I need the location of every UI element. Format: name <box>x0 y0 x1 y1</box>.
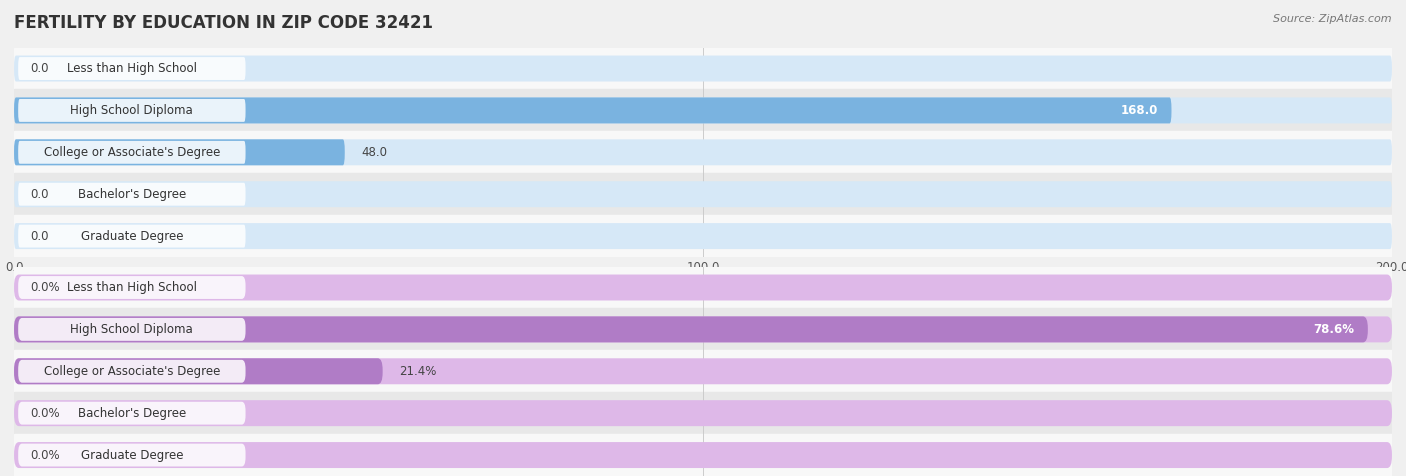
Text: High School Diploma: High School Diploma <box>70 323 193 336</box>
FancyBboxPatch shape <box>14 442 1392 468</box>
Text: Bachelor's Degree: Bachelor's Degree <box>77 407 186 420</box>
FancyBboxPatch shape <box>18 444 246 466</box>
FancyBboxPatch shape <box>14 98 1392 123</box>
FancyBboxPatch shape <box>18 276 246 299</box>
FancyBboxPatch shape <box>18 402 246 425</box>
FancyBboxPatch shape <box>14 275 1392 300</box>
Bar <box>14 89 1392 131</box>
Text: College or Associate's Degree: College or Associate's Degree <box>44 365 221 378</box>
FancyBboxPatch shape <box>14 358 382 384</box>
Bar <box>14 267 1392 308</box>
FancyBboxPatch shape <box>14 181 1392 207</box>
Text: FERTILITY BY EDUCATION IN ZIP CODE 32421: FERTILITY BY EDUCATION IN ZIP CODE 32421 <box>14 14 433 32</box>
Text: Graduate Degree: Graduate Degree <box>80 448 183 462</box>
Text: 48.0: 48.0 <box>361 146 387 159</box>
Text: 0.0%: 0.0% <box>31 407 60 420</box>
FancyBboxPatch shape <box>18 141 246 164</box>
Text: College or Associate's Degree: College or Associate's Degree <box>44 146 221 159</box>
FancyBboxPatch shape <box>18 360 246 383</box>
Bar <box>14 392 1392 434</box>
Bar <box>14 308 1392 350</box>
Text: Source: ZipAtlas.com: Source: ZipAtlas.com <box>1274 14 1392 24</box>
Text: 0.0: 0.0 <box>31 229 49 243</box>
Text: Less than High School: Less than High School <box>67 281 197 294</box>
FancyBboxPatch shape <box>18 183 246 206</box>
FancyBboxPatch shape <box>18 57 246 80</box>
Bar <box>14 434 1392 476</box>
FancyBboxPatch shape <box>14 98 1171 123</box>
Text: 0.0%: 0.0% <box>31 448 60 462</box>
FancyBboxPatch shape <box>14 56 1392 81</box>
FancyBboxPatch shape <box>14 223 1392 249</box>
Text: Less than High School: Less than High School <box>67 62 197 75</box>
Text: Graduate Degree: Graduate Degree <box>80 229 183 243</box>
Bar <box>14 173 1392 215</box>
Bar <box>14 131 1392 173</box>
FancyBboxPatch shape <box>14 358 1392 384</box>
FancyBboxPatch shape <box>18 225 246 248</box>
Bar <box>14 350 1392 392</box>
FancyBboxPatch shape <box>14 400 1392 426</box>
Text: 21.4%: 21.4% <box>399 365 436 378</box>
FancyBboxPatch shape <box>14 317 1392 342</box>
Text: High School Diploma: High School Diploma <box>70 104 193 117</box>
FancyBboxPatch shape <box>14 139 344 165</box>
FancyBboxPatch shape <box>14 317 1368 342</box>
FancyBboxPatch shape <box>18 99 246 122</box>
Text: 78.6%: 78.6% <box>1313 323 1354 336</box>
Text: 0.0%: 0.0% <box>31 281 60 294</box>
Bar <box>14 215 1392 257</box>
FancyBboxPatch shape <box>18 318 246 341</box>
Bar <box>14 48 1392 89</box>
Text: 0.0: 0.0 <box>31 62 49 75</box>
FancyBboxPatch shape <box>14 139 1392 165</box>
Text: Bachelor's Degree: Bachelor's Degree <box>77 188 186 201</box>
Text: 0.0: 0.0 <box>31 188 49 201</box>
Text: 168.0: 168.0 <box>1121 104 1157 117</box>
